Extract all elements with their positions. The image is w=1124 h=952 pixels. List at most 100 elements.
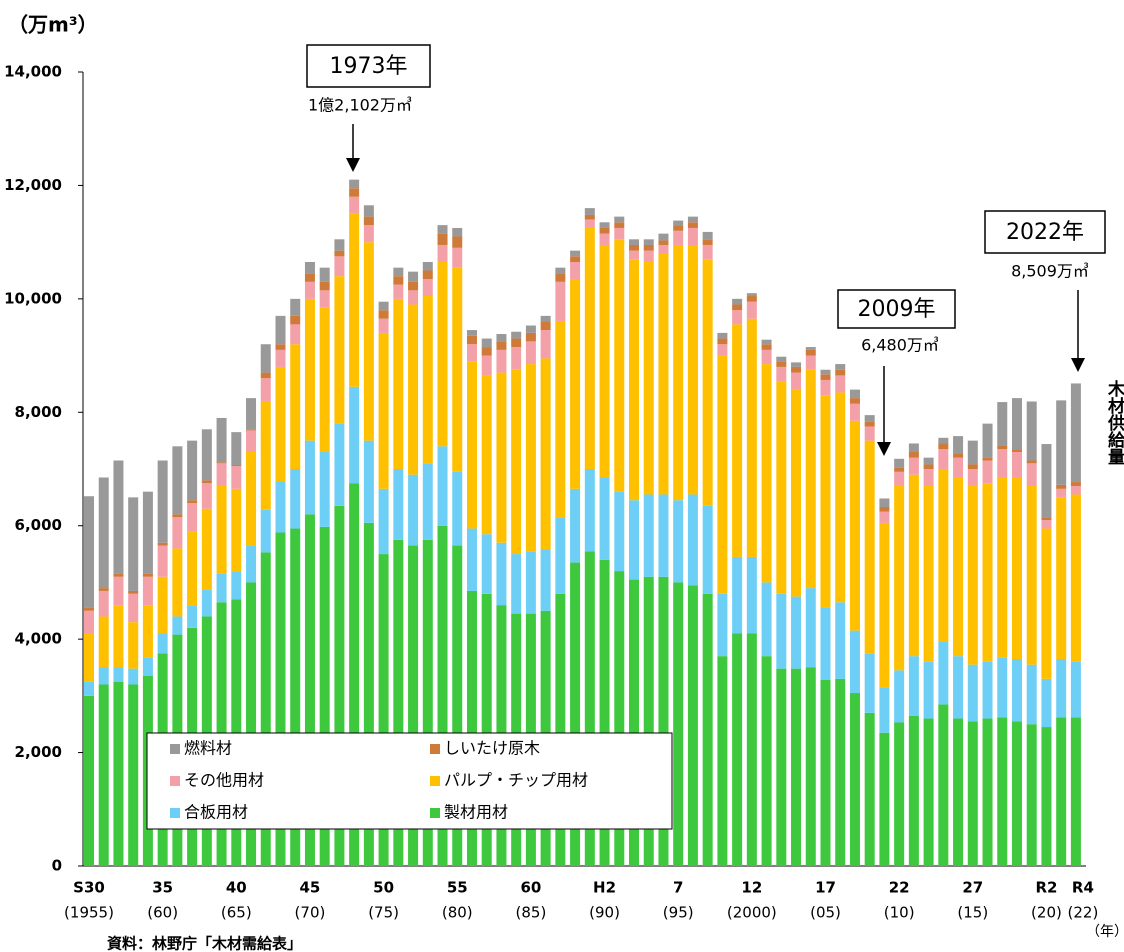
bar-segment bbox=[849, 420, 860, 631]
bar-segment bbox=[673, 220, 684, 226]
bar-segment bbox=[201, 508, 212, 590]
bar-segment bbox=[437, 261, 448, 447]
bar-segment bbox=[363, 522, 374, 866]
bar-segment bbox=[1026, 460, 1037, 464]
bar-segment bbox=[791, 366, 802, 373]
bar-segment bbox=[113, 460, 124, 574]
bar-segment bbox=[275, 532, 286, 866]
bar-segment bbox=[246, 582, 257, 866]
bar-segment bbox=[334, 276, 345, 424]
bar-segment bbox=[1056, 497, 1067, 659]
bar-segment bbox=[776, 366, 787, 382]
bar-segment bbox=[584, 208, 595, 215]
bar-segment bbox=[319, 290, 330, 308]
bar-segment bbox=[791, 372, 802, 390]
bar-segment bbox=[466, 330, 477, 336]
bar-segment bbox=[997, 717, 1008, 866]
bar-segment bbox=[290, 344, 301, 469]
bar-segment bbox=[570, 261, 581, 280]
bar-segment bbox=[761, 656, 772, 866]
bar-segment bbox=[835, 678, 846, 866]
bar-segment bbox=[511, 338, 522, 348]
annotation-note: 8,509万㎥ bbox=[1011, 262, 1089, 281]
x-tick-label: 7 bbox=[673, 879, 683, 897]
bar-segment bbox=[570, 488, 581, 563]
bar-segment bbox=[849, 389, 860, 399]
bar-segment bbox=[525, 341, 536, 365]
bar-segment bbox=[894, 670, 905, 723]
bar-segment bbox=[540, 549, 551, 611]
bar-segment bbox=[142, 573, 153, 577]
bar-segment bbox=[835, 364, 846, 370]
bar-segment bbox=[717, 332, 728, 339]
annotation-box bbox=[984, 210, 1106, 254]
bar-segment bbox=[496, 372, 507, 543]
bar-segment bbox=[393, 276, 404, 285]
bar-segment bbox=[687, 585, 698, 866]
bar-segment bbox=[953, 477, 964, 657]
bar-segment bbox=[717, 656, 728, 866]
legend-swatch bbox=[430, 808, 440, 818]
bar-segment bbox=[246, 398, 257, 430]
bar-segment bbox=[496, 334, 507, 342]
bar-segment bbox=[363, 216, 374, 226]
bar-segment bbox=[452, 247, 463, 268]
bar-segment bbox=[555, 273, 566, 282]
bar-segment bbox=[540, 315, 551, 322]
bar-segment bbox=[128, 593, 139, 623]
bar-segment bbox=[84, 695, 94, 866]
bar-segment bbox=[982, 661, 993, 719]
bar-segment bbox=[304, 514, 315, 866]
bar-segment bbox=[422, 539, 433, 866]
bar-segment bbox=[216, 463, 227, 487]
bar-segment bbox=[304, 440, 315, 515]
legend-swatch bbox=[430, 744, 440, 754]
bar-segment bbox=[835, 602, 846, 679]
bar-segment bbox=[481, 534, 492, 594]
bar-segment bbox=[525, 551, 536, 614]
bar-segment bbox=[142, 491, 153, 574]
bar-segment bbox=[746, 633, 757, 866]
y-tick-label: 8,000 bbox=[15, 403, 62, 421]
bar-segment bbox=[319, 307, 330, 452]
bar-segment bbox=[157, 545, 168, 577]
bar-segment bbox=[319, 267, 330, 282]
bar-segment bbox=[1056, 484, 1067, 489]
bar-segment bbox=[746, 301, 757, 319]
bar-segment bbox=[157, 542, 168, 546]
bar-segment bbox=[260, 344, 271, 373]
bar-segment bbox=[349, 213, 360, 387]
bar-segment bbox=[687, 227, 698, 245]
bar-segment bbox=[113, 576, 124, 606]
bar-segment bbox=[334, 423, 345, 506]
bar-segment bbox=[363, 225, 374, 243]
bar-segment bbox=[820, 607, 831, 680]
bar-segment bbox=[820, 369, 831, 375]
bar-segment bbox=[452, 236, 463, 248]
bar-segment bbox=[319, 281, 330, 291]
bar-segment bbox=[658, 244, 669, 254]
bar-segment bbox=[1026, 664, 1037, 725]
bar-segment bbox=[290, 298, 301, 316]
bar-segment bbox=[820, 374, 831, 380]
bar-segment bbox=[997, 449, 1008, 478]
bar-segment bbox=[746, 318, 757, 557]
bar-segment bbox=[113, 681, 124, 866]
bar-segment bbox=[658, 240, 669, 245]
bar-segment bbox=[776, 356, 787, 362]
bar-segment bbox=[938, 443, 949, 450]
x-tick-sublabel: (85) bbox=[516, 904, 547, 922]
bar-segment bbox=[422, 279, 433, 297]
bar-segment bbox=[113, 605, 124, 668]
bar-segment bbox=[849, 403, 860, 421]
x-tick-label: 35 bbox=[152, 879, 173, 897]
bar-segment bbox=[967, 464, 978, 469]
bar-segment bbox=[304, 273, 315, 282]
bar-segment bbox=[791, 362, 802, 367]
bar-segment bbox=[1056, 400, 1067, 485]
bar-segment bbox=[378, 332, 389, 489]
bar-segment bbox=[452, 545, 463, 866]
bar-segment bbox=[84, 633, 94, 682]
bar-segment bbox=[437, 233, 448, 245]
bar-segment bbox=[319, 451, 330, 527]
